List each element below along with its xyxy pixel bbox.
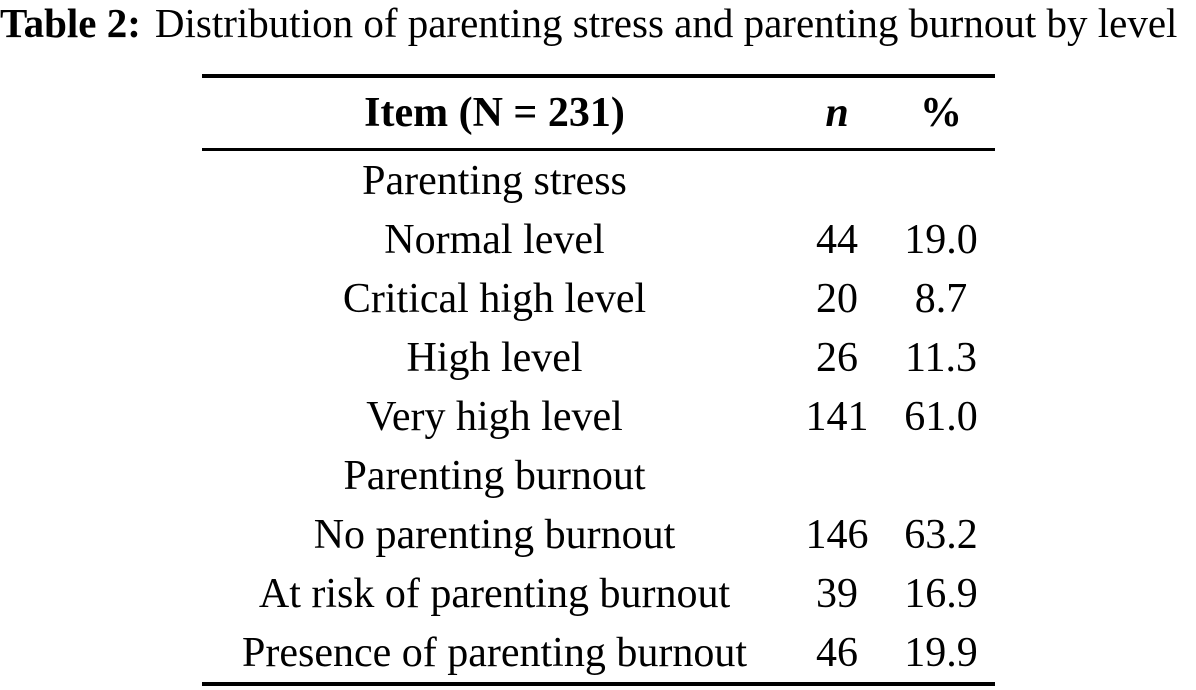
table-row-section-parenting-stress: Parenting stress	[202, 150, 995, 211]
column-header-item: Item (N = 231)	[202, 76, 787, 151]
n-cell: 20	[816, 275, 858, 322]
n-cell	[787, 446, 887, 505]
percent-cell: 16.9	[904, 570, 978, 617]
table-row-section-parenting-burnout: Parenting burnout	[202, 446, 995, 505]
item-cell: Very high level	[366, 393, 623, 440]
table-caption-text: Distribution of parenting stress and par…	[154, 0, 1178, 46]
percent-cell: 11.3	[905, 334, 977, 381]
percent-cell: 63.2	[904, 511, 978, 558]
table-row: High level 26 11.3	[202, 328, 995, 387]
item-cell: High level	[406, 334, 583, 381]
n-cell: 141	[805, 393, 869, 440]
column-header-n: n	[787, 76, 887, 151]
n-cell: 46	[816, 629, 858, 676]
item-cell: Critical high level	[342, 275, 647, 322]
item-cell: At risk of parenting burnout	[258, 570, 731, 617]
item-cell: Parenting stress	[362, 157, 627, 204]
n-cell	[787, 150, 887, 211]
n-cell: 146	[805, 511, 869, 558]
n-cell: 26	[816, 334, 858, 381]
table-row: No parenting burnout 146 63.2	[202, 505, 995, 564]
percent-cell	[887, 150, 995, 211]
table-row: At risk of parenting burnout 39 16.9	[202, 564, 995, 623]
table-row: Presence of parenting burnout 46 19.9	[202, 623, 995, 684]
table-caption-label: Table 2:	[0, 0, 141, 46]
table-caption: Table 2: Distribution of parenting stress…	[0, 0, 1196, 47]
table-header-row: Item (N = 231) n %	[202, 76, 995, 151]
percent-cell	[887, 446, 995, 505]
percent-cell: 61.0	[904, 393, 978, 440]
distribution-table: Item (N = 231) n % Parenting stress Norm…	[202, 74, 995, 686]
n-cell: 39	[816, 570, 858, 617]
percent-cell: 8.7	[914, 275, 968, 322]
table-row: Normal level 44 19.0	[202, 210, 995, 269]
percent-cell: 19.0	[904, 216, 978, 263]
percent-cell: 19.9	[904, 629, 978, 676]
n-cell: 44	[816, 216, 858, 263]
item-cell: No parenting burnout	[313, 511, 676, 558]
table-row: Critical high level 20 8.7	[202, 269, 995, 328]
item-cell: Presence of parenting burnout	[241, 629, 747, 676]
item-cell: Parenting burnout	[343, 452, 646, 499]
item-cell: Normal level	[384, 216, 605, 263]
column-header-percent: %	[887, 76, 995, 151]
table-row: Very high level 141 61.0	[202, 387, 995, 446]
